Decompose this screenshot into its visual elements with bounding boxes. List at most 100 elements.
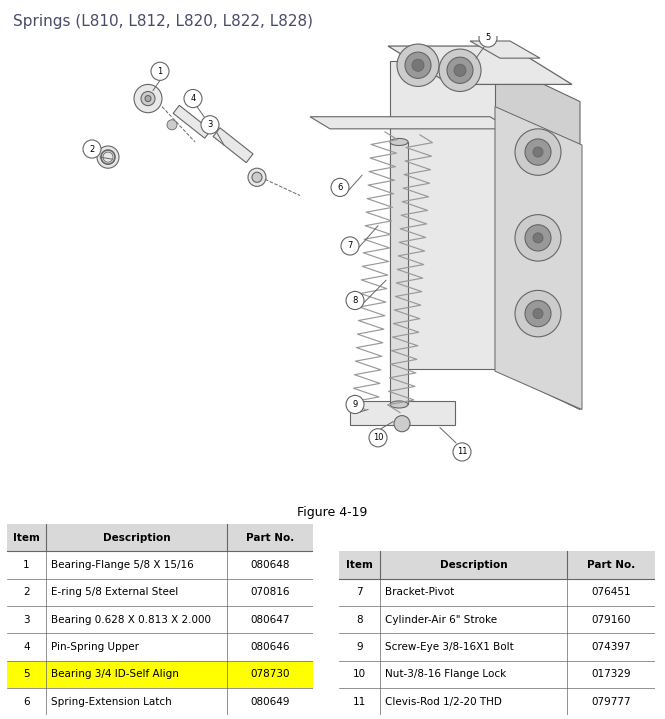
Text: Bearing 0.628 X 0.813 X 2.000: Bearing 0.628 X 0.813 X 2.000 xyxy=(51,615,211,625)
Bar xyxy=(339,606,655,633)
Circle shape xyxy=(145,96,151,101)
Text: 080646: 080646 xyxy=(250,642,289,652)
Text: 4: 4 xyxy=(190,94,196,103)
Circle shape xyxy=(184,89,202,108)
Polygon shape xyxy=(310,116,510,129)
Bar xyxy=(213,128,253,162)
Text: 080649: 080649 xyxy=(250,697,289,707)
Text: 079160: 079160 xyxy=(591,615,630,625)
Polygon shape xyxy=(390,61,495,369)
Text: Item: Item xyxy=(346,560,373,570)
Circle shape xyxy=(346,395,364,413)
Text: Screw-Eye 3/8-16X1 Bolt: Screw-Eye 3/8-16X1 Bolt xyxy=(385,642,513,652)
Bar xyxy=(7,606,313,633)
Text: Item: Item xyxy=(13,533,40,543)
Text: 10: 10 xyxy=(353,669,366,679)
Text: 1: 1 xyxy=(23,560,30,570)
Circle shape xyxy=(479,29,497,47)
Text: 080648: 080648 xyxy=(250,560,289,570)
Bar xyxy=(7,551,313,579)
Text: Bracket-Pivot: Bracket-Pivot xyxy=(385,587,454,597)
Text: Pin-Spring Upper: Pin-Spring Upper xyxy=(51,642,139,652)
Text: 2: 2 xyxy=(23,587,30,597)
Text: 070816: 070816 xyxy=(250,587,289,597)
Text: 8: 8 xyxy=(352,296,358,305)
Text: 9: 9 xyxy=(352,400,358,409)
Circle shape xyxy=(412,59,424,71)
Circle shape xyxy=(167,120,177,130)
Circle shape xyxy=(405,52,431,78)
Ellipse shape xyxy=(390,401,408,408)
Text: 8: 8 xyxy=(356,615,363,625)
Text: Cylinder-Air 6" Stroke: Cylinder-Air 6" Stroke xyxy=(385,615,497,625)
Circle shape xyxy=(397,44,439,86)
Circle shape xyxy=(97,146,119,168)
Circle shape xyxy=(533,147,543,157)
Text: 7: 7 xyxy=(347,242,352,250)
Text: 5: 5 xyxy=(23,669,30,679)
Text: Bearing 3/4 ID-Self Align: Bearing 3/4 ID-Self Align xyxy=(51,669,179,679)
Circle shape xyxy=(369,429,387,447)
Text: Description: Description xyxy=(440,560,507,570)
Text: E-ring 5/8 External Steel: E-ring 5/8 External Steel xyxy=(51,587,178,597)
Polygon shape xyxy=(388,46,572,84)
Text: 3: 3 xyxy=(207,120,213,129)
Polygon shape xyxy=(495,106,582,410)
Polygon shape xyxy=(350,401,455,425)
Text: 076451: 076451 xyxy=(591,587,630,597)
Circle shape xyxy=(439,49,481,91)
Text: 11: 11 xyxy=(353,697,366,707)
Text: 4: 4 xyxy=(23,642,30,652)
Text: Description: Description xyxy=(103,533,170,543)
Text: 1: 1 xyxy=(158,67,163,75)
Bar xyxy=(7,579,313,606)
Text: 017329: 017329 xyxy=(591,669,630,679)
Bar xyxy=(7,661,313,688)
Text: Springs (L810, L812, L820, L822, L828): Springs (L810, L812, L820, L822, L828) xyxy=(13,14,313,29)
Circle shape xyxy=(525,139,551,165)
Bar xyxy=(173,106,211,138)
Text: Part No.: Part No. xyxy=(587,560,635,570)
Circle shape xyxy=(515,215,561,261)
Text: 7: 7 xyxy=(356,587,363,597)
Circle shape xyxy=(533,308,543,319)
Text: 10: 10 xyxy=(373,434,383,442)
Circle shape xyxy=(394,416,410,431)
Circle shape xyxy=(141,91,155,106)
Text: 11: 11 xyxy=(457,447,467,457)
Circle shape xyxy=(453,443,471,461)
Circle shape xyxy=(515,290,561,336)
Text: 6: 6 xyxy=(23,697,30,707)
Polygon shape xyxy=(495,61,580,410)
Bar xyxy=(7,688,313,715)
Text: 9: 9 xyxy=(356,642,363,652)
Circle shape xyxy=(248,168,266,186)
Text: Spring-Extension Latch: Spring-Extension Latch xyxy=(51,697,172,707)
Text: 078730: 078730 xyxy=(250,669,289,679)
Circle shape xyxy=(341,237,359,255)
Circle shape xyxy=(201,116,219,134)
Text: 080647: 080647 xyxy=(250,615,289,625)
Bar xyxy=(7,633,313,661)
Circle shape xyxy=(252,173,262,183)
Bar xyxy=(390,142,408,405)
Circle shape xyxy=(447,57,473,83)
Text: Nut-3/8-16 Flange Lock: Nut-3/8-16 Flange Lock xyxy=(385,669,506,679)
Text: 074397: 074397 xyxy=(591,642,630,652)
Circle shape xyxy=(103,152,113,162)
Ellipse shape xyxy=(390,139,408,145)
Bar xyxy=(7,524,313,551)
Text: Bearing-Flange 5/8 X 15/16: Bearing-Flange 5/8 X 15/16 xyxy=(51,560,194,570)
Text: 2: 2 xyxy=(89,145,94,154)
Circle shape xyxy=(525,225,551,251)
Text: 079777: 079777 xyxy=(591,697,630,707)
Bar xyxy=(339,579,655,606)
Circle shape xyxy=(83,140,101,158)
Text: 3: 3 xyxy=(23,615,30,625)
Circle shape xyxy=(515,129,561,175)
Circle shape xyxy=(525,301,551,326)
Circle shape xyxy=(454,64,466,76)
Text: Figure 4-19: Figure 4-19 xyxy=(297,505,368,519)
Circle shape xyxy=(533,233,543,243)
Circle shape xyxy=(134,84,162,113)
